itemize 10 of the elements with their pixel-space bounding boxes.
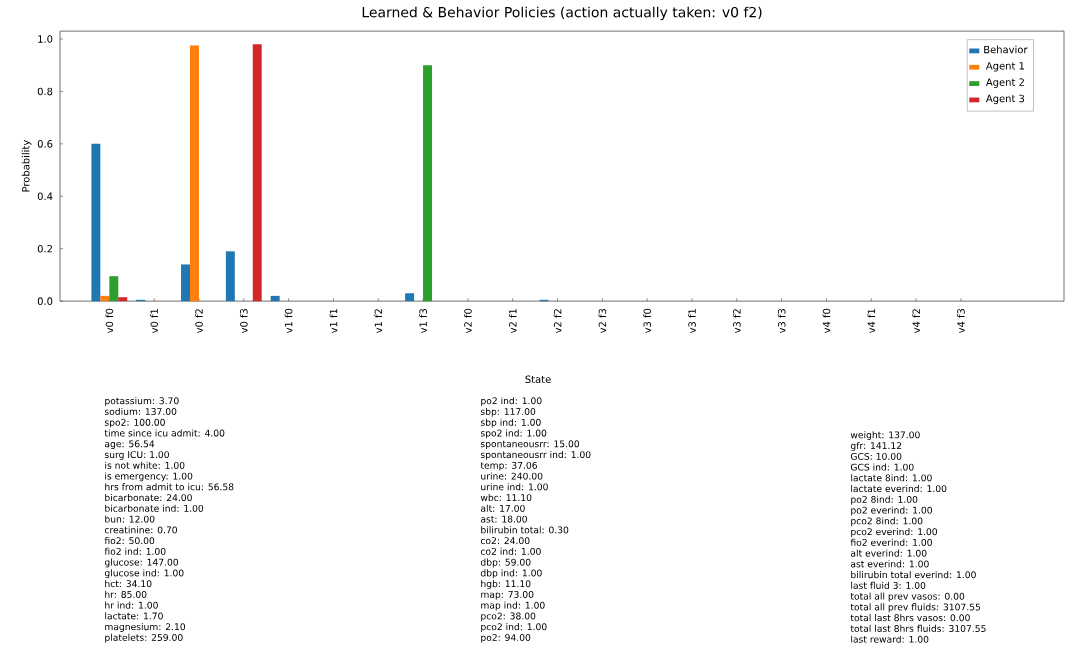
bar [252, 44, 262, 302]
bar [91, 144, 101, 302]
bar [270, 296, 280, 302]
bar [190, 45, 199, 302]
bar [405, 293, 415, 302]
bar [109, 276, 119, 302]
bar [181, 264, 190, 302]
bar [225, 251, 235, 302]
bar [100, 296, 110, 302]
bar [423, 65, 433, 302]
